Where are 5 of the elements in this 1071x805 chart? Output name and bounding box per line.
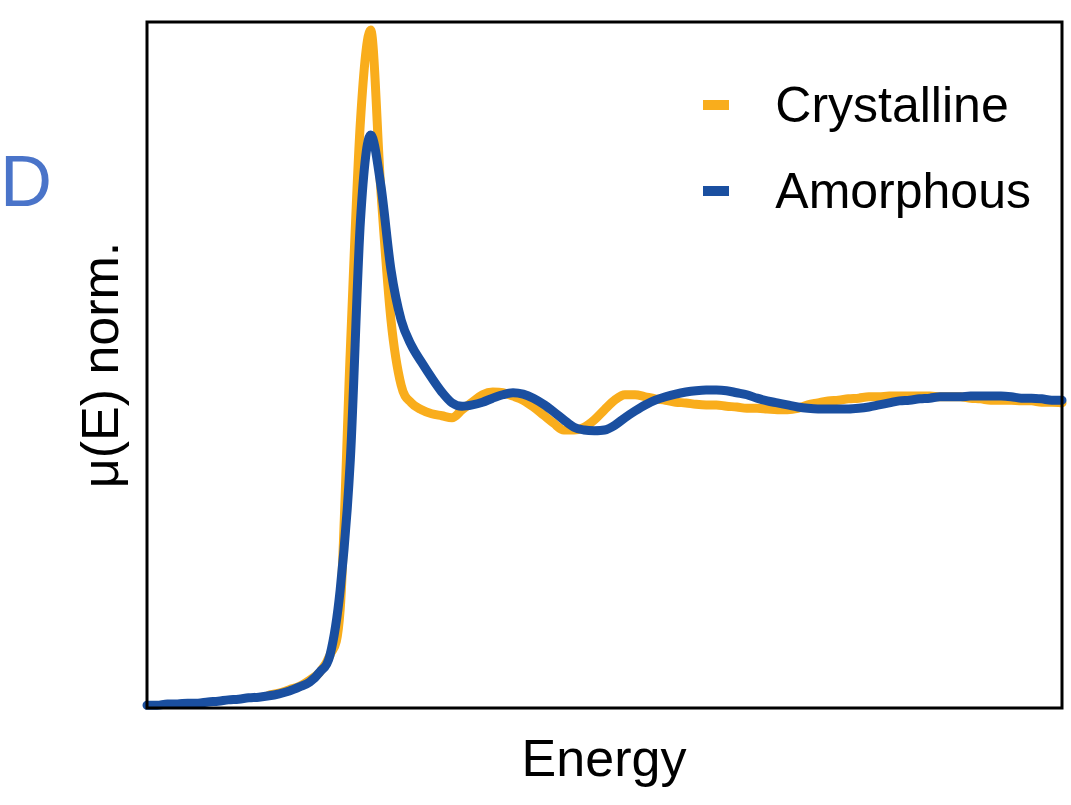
y-axis-title: μ(E) norm. [70,241,130,489]
x-axis-title: Energy [521,728,687,788]
text: D [0,140,52,222]
legend-label: Amorphous [775,162,1031,220]
legend-label: Crystalline [775,76,1009,134]
